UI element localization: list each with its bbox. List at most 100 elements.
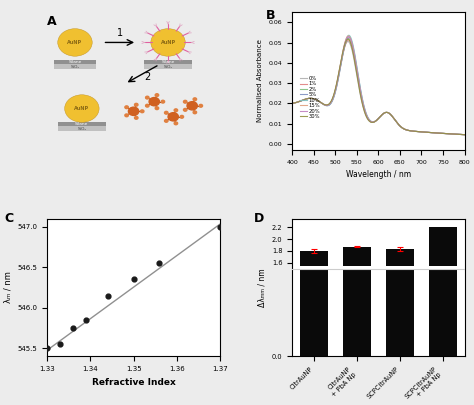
Bar: [386, 249, 414, 266]
Bar: [55, 60, 96, 64]
15%: [372, 119, 377, 124]
Circle shape: [125, 106, 128, 109]
Text: A: A: [47, 15, 57, 28]
2%: [392, 118, 398, 123]
30%: [345, 37, 351, 42]
1%: [383, 110, 389, 115]
0%: [372, 119, 377, 124]
15%: [462, 132, 467, 137]
20%: [392, 118, 398, 123]
Text: SiO₂: SiO₂: [77, 126, 86, 130]
30%: [458, 132, 464, 137]
Text: D: D: [254, 212, 264, 225]
15%: [392, 118, 398, 123]
Circle shape: [168, 113, 178, 121]
0%: [345, 39, 351, 44]
Circle shape: [64, 95, 99, 122]
Line: 10%: 10%: [292, 35, 465, 134]
10%: [373, 119, 378, 124]
Circle shape: [183, 109, 187, 111]
Circle shape: [199, 104, 202, 107]
20%: [431, 130, 437, 135]
0%: [383, 110, 389, 115]
5%: [373, 119, 378, 124]
10%: [458, 132, 464, 137]
Bar: [343, 247, 371, 266]
1%: [458, 132, 464, 137]
20%: [373, 119, 378, 124]
Line: 30%: 30%: [292, 39, 465, 134]
20%: [458, 132, 464, 137]
Bar: [58, 122, 106, 126]
Text: 2: 2: [144, 72, 151, 82]
15%: [383, 110, 389, 115]
2%: [458, 132, 464, 137]
Bar: [144, 64, 192, 68]
Circle shape: [58, 29, 92, 56]
Y-axis label: λₘ / nm: λₘ / nm: [3, 272, 12, 303]
Circle shape: [135, 117, 138, 119]
15%: [289, 101, 295, 106]
Text: 1: 1: [117, 28, 123, 38]
Bar: [386, 266, 414, 269]
Text: C: C: [4, 212, 13, 225]
Text: Silane: Silane: [68, 60, 82, 64]
Circle shape: [193, 98, 197, 100]
10%: [431, 130, 437, 135]
5%: [372, 119, 377, 124]
0%: [431, 130, 437, 135]
Line: 20%: 20%: [292, 37, 465, 134]
Circle shape: [174, 109, 178, 112]
Text: SiO₂: SiO₂: [164, 64, 173, 68]
2%: [346, 36, 351, 41]
Line: 15%: 15%: [292, 36, 465, 134]
1%: [346, 38, 351, 43]
15%: [431, 130, 437, 135]
30%: [392, 118, 398, 123]
Text: AuNP: AuNP: [74, 106, 90, 111]
Bar: [343, 266, 371, 269]
2%: [289, 101, 295, 106]
0%: [462, 132, 467, 137]
Line: 5%: 5%: [292, 37, 465, 134]
Point: [70, 325, 77, 331]
20%: [346, 34, 351, 39]
10%: [383, 110, 389, 115]
Bar: [386, 269, 414, 356]
Bar: [144, 60, 192, 64]
20%: [462, 132, 467, 137]
Circle shape: [155, 94, 159, 96]
Point: [155, 260, 163, 266]
2%: [373, 119, 378, 124]
5%: [431, 130, 437, 135]
10%: [372, 119, 377, 124]
5%: [383, 110, 389, 115]
1%: [372, 119, 377, 124]
15%: [346, 34, 351, 38]
15%: [458, 132, 464, 137]
Circle shape: [164, 119, 168, 122]
Bar: [429, 228, 456, 266]
20%: [383, 110, 389, 115]
10%: [392, 118, 398, 123]
30%: [431, 130, 437, 135]
Circle shape: [164, 111, 168, 114]
Circle shape: [161, 100, 164, 103]
1%: [289, 101, 295, 106]
2%: [462, 132, 467, 137]
Bar: [343, 269, 371, 356]
Circle shape: [146, 104, 149, 107]
Circle shape: [174, 122, 178, 125]
Text: Silane: Silane: [161, 60, 175, 64]
Circle shape: [140, 110, 144, 113]
Bar: [300, 266, 328, 269]
30%: [383, 110, 389, 115]
Line: 2%: 2%: [292, 38, 465, 134]
Circle shape: [180, 115, 183, 118]
30%: [462, 132, 467, 137]
1%: [373, 119, 378, 124]
30%: [289, 101, 295, 106]
Bar: [429, 269, 456, 356]
10%: [289, 101, 295, 106]
Point: [56, 341, 64, 347]
